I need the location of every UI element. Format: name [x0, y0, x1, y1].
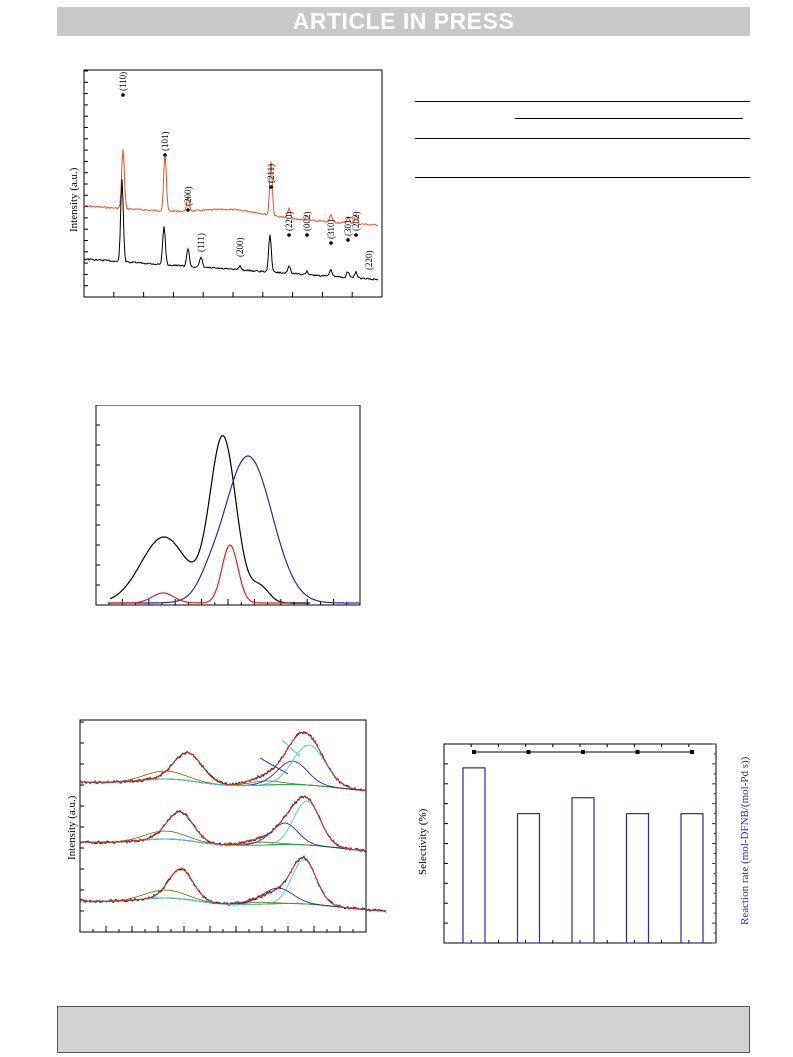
article-banner: ARTICLE IN PRESS [57, 7, 750, 36]
xps-figure: Intensity (a.u.) [60, 718, 390, 943]
xrd-figure: Intensity (a.u.) (110) (101) (200) (211) (22… [60, 60, 390, 310]
tpr-blue-curve [110, 455, 360, 604]
xrd-top-peak-label: (220) [284, 212, 294, 232]
xrd-peak-marker [121, 93, 125, 97]
selectivity-point [690, 749, 694, 754]
xrd-top-peak-label: (110) [118, 72, 128, 91]
selectivity-point [581, 749, 585, 754]
table-rule-sub [515, 118, 743, 119]
xps-fit-envelope [79, 796, 367, 852]
xps-fit-envelope [79, 856, 386, 912]
rate-bar [625, 813, 650, 944]
xrd-top-peak-label: (301) [343, 217, 353, 237]
xps-component-tail [281, 739, 301, 757]
xrd-peak-marker [329, 241, 333, 245]
table-rule-top [415, 101, 750, 102]
xps-ylabel: Intensity (a.u.) [66, 795, 78, 860]
xrd-plot: (110) (101) (200) (211) (220) (002) (310) (301)… [83, 69, 383, 298]
selectivity-point [472, 749, 476, 754]
xrd-top-peak-label: (200) [183, 187, 193, 207]
tpr-red-curve [108, 544, 290, 604]
selectivity-point [635, 749, 640, 754]
xrd-top-peak-label: (101) [160, 132, 170, 152]
rate-bar [516, 813, 541, 944]
rate-bar [571, 797, 595, 944]
footer-citation-box [57, 1006, 750, 1053]
xps-plot [79, 719, 387, 933]
xrd-bottom-peak-label: (200) [235, 238, 245, 258]
xrd-peak-marker [269, 185, 273, 189]
xrd-peak-marker [287, 233, 291, 237]
xps-component [79, 770, 367, 792]
selectivity-point [526, 749, 531, 754]
xrd-top-peak-label: (002) [302, 212, 312, 232]
xps-component [79, 830, 367, 852]
xps-raw-spectrum [79, 795, 367, 853]
tpr-plot [95, 404, 361, 606]
xrd-peak-marker [186, 208, 190, 212]
tpr-black-curve [109, 434, 310, 604]
table-rule-bottom [415, 177, 750, 178]
xrd-ylabel: Intensity (a.u.) [68, 167, 80, 232]
xrd-top-trace [83, 148, 379, 227]
banner-text: ARTICLE IN PRESS [292, 8, 515, 34]
reaction-rate-ylabel: Reaction rate (mol-DFNB/(mol-Pd s)) [739, 756, 751, 925]
xrd-top-peak-label: (211) [266, 164, 276, 183]
xrd-peak-marker [354, 233, 358, 237]
selectivity-plot [443, 743, 717, 944]
selectivity-chart: Selectivity (%) Reaction rate (mol-DFNB/… [405, 735, 765, 950]
xrd-peak-marker [346, 238, 350, 242]
table-rule-mid [415, 138, 750, 139]
rate-bar [462, 767, 486, 944]
xps-fit-envelope [79, 731, 367, 792]
xrd-peak-marker [163, 153, 167, 157]
selectivity-ylabel: Selectivity (%) [417, 808, 429, 875]
xrd-bottom-peak-label: (111) [196, 233, 206, 252]
xrd-peak-marker [305, 233, 309, 237]
xps-component-tail [259, 757, 289, 775]
rate-bar [680, 813, 704, 944]
xrd-bottom-peak-label: (220) [364, 251, 374, 271]
tpr-figure [90, 404, 370, 615]
xrd-top-peak-label: (310) [326, 220, 336, 240]
xrd-top-peak-label: (202) [351, 212, 361, 232]
xrd-bottom-trace [83, 179, 379, 281]
